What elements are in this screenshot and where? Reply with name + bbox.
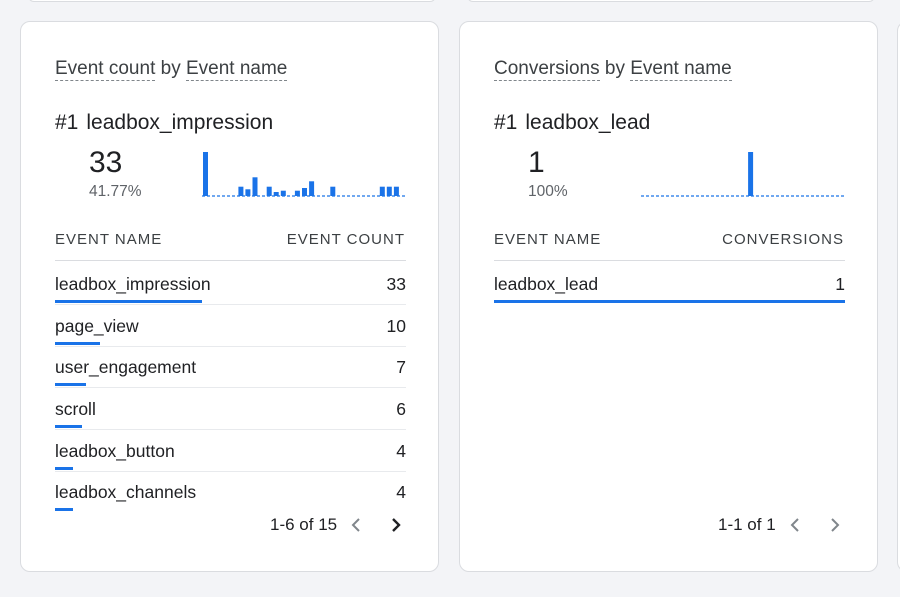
row-divider [55, 471, 406, 472]
title-by: by [160, 58, 181, 79]
sparkline-bar [238, 186, 244, 196]
chevron-right-icon [392, 518, 401, 532]
row-event-name: leadbox_impression [55, 274, 211, 294]
row-divider [55, 387, 406, 388]
row-event-name: leadbox_channels [55, 482, 197, 502]
next-page-button[interactable] [384, 513, 408, 537]
row-proportion-bar [55, 300, 202, 303]
sparkline-bar [379, 186, 385, 196]
row-conversions: 1 [835, 274, 845, 294]
table-row[interactable]: leadbox_impression 33 [55, 263, 406, 305]
header-divider [55, 260, 406, 261]
sparkline-bar [302, 188, 307, 196]
sparkline-bar [294, 190, 300, 196]
next-page-button[interactable] [823, 513, 847, 537]
table-row[interactable]: leadbox_channels 4 [55, 471, 406, 513]
top-item-percent: 41.77% [89, 183, 142, 200]
event-count-card: Event count by Event name #1 leadbox_impr… [20, 21, 439, 572]
sparkline-bar [748, 152, 754, 196]
top-item-name: leadbox_impression [86, 111, 274, 134]
row-event-count: 4 [396, 441, 406, 461]
sparkline-bar [386, 186, 392, 196]
row-event-name: leadbox_lead [494, 274, 599, 294]
row-event-count: 33 [386, 274, 406, 294]
dimension-selector[interactable]: Event name [185, 58, 288, 81]
table-row[interactable]: scroll 6 [55, 388, 406, 430]
top-item-heading: #1 leadbox_lead [494, 111, 650, 135]
row-divider [55, 346, 406, 347]
sparkline-bar [393, 186, 399, 196]
table-row[interactable]: leadbox_button 4 [55, 430, 406, 472]
column-header-event-count[interactable]: EVENT COUNT [286, 231, 405, 248]
card-title: Event count by Event name [55, 58, 288, 81]
row-proportion-bar [55, 508, 73, 511]
top-rank: #1 [494, 111, 518, 134]
card-above-left [28, 0, 436, 2]
top-item-heading: #1 leadbox_impression [55, 111, 273, 135]
metric-selector[interactable]: Event count [55, 58, 156, 81]
pagination-label: 1-1 of 1 [718, 515, 776, 534]
row-proportion-bar [55, 467, 73, 470]
row-proportion-bar [55, 342, 100, 345]
sparkline-bar [266, 186, 272, 196]
row-event-count: 10 [386, 316, 406, 336]
metric-selector[interactable]: Conversions [494, 58, 600, 81]
sparkline-bar [252, 177, 258, 196]
header-divider [494, 260, 845, 261]
chevron-left-icon [790, 518, 799, 532]
sparkline-chart [202, 152, 407, 197]
top-item-name: leadbox_lead [525, 111, 651, 134]
row-event-count: 7 [396, 357, 406, 377]
top-item-percent: 100% [528, 183, 568, 200]
sparkline-bar [245, 189, 251, 196]
row-proportion-bar [55, 383, 86, 386]
title-by: by [604, 58, 625, 79]
top-rank: #1 [55, 111, 79, 134]
card-above-right [467, 0, 875, 2]
sparkline-chart [641, 152, 846, 197]
table-row[interactable]: page_view 10 [55, 305, 406, 347]
top-item-value: 1 [528, 146, 545, 179]
row-divider [55, 429, 406, 430]
chevron-left-icon [351, 518, 360, 532]
dimension-selector[interactable]: Event name [630, 58, 732, 81]
pagination-label: 1-6 of 15 [270, 515, 338, 534]
row-proportion-bar [494, 300, 845, 303]
column-header-event-name[interactable]: EVENT NAME [494, 231, 602, 248]
row-event-name: user_engagement [55, 357, 197, 377]
sparkline-bar [203, 152, 208, 196]
prev-page-button[interactable] [344, 513, 368, 537]
card-title: Conversions by Event name [494, 58, 732, 81]
table-row[interactable]: user_engagement 7 [55, 346, 406, 388]
column-header-conversions[interactable]: CONVERSIONS [722, 231, 844, 248]
row-divider [55, 304, 406, 305]
row-proportion-bar [55, 425, 82, 428]
conversions-card: Conversions by Event name #1 leadbox_lead… [459, 21, 878, 572]
row-event-name: leadbox_button [55, 441, 175, 461]
column-header-event-name[interactable]: EVENT NAME [55, 231, 163, 248]
chevron-right-icon [831, 518, 840, 532]
sparkline-bar [273, 192, 279, 196]
row-event-name: page_view [55, 316, 139, 336]
sparkline-bar [309, 181, 315, 196]
row-event-count: 6 [396, 399, 406, 419]
sparkline-bar [280, 190, 286, 196]
sparkline-bar [330, 186, 336, 196]
row-event-name: scroll [55, 399, 96, 419]
top-item-value: 33 [89, 146, 123, 179]
row-event-count: 4 [396, 482, 406, 502]
table-row[interactable]: leadbox_lead 1 [494, 263, 845, 305]
prev-page-button[interactable] [783, 513, 807, 537]
